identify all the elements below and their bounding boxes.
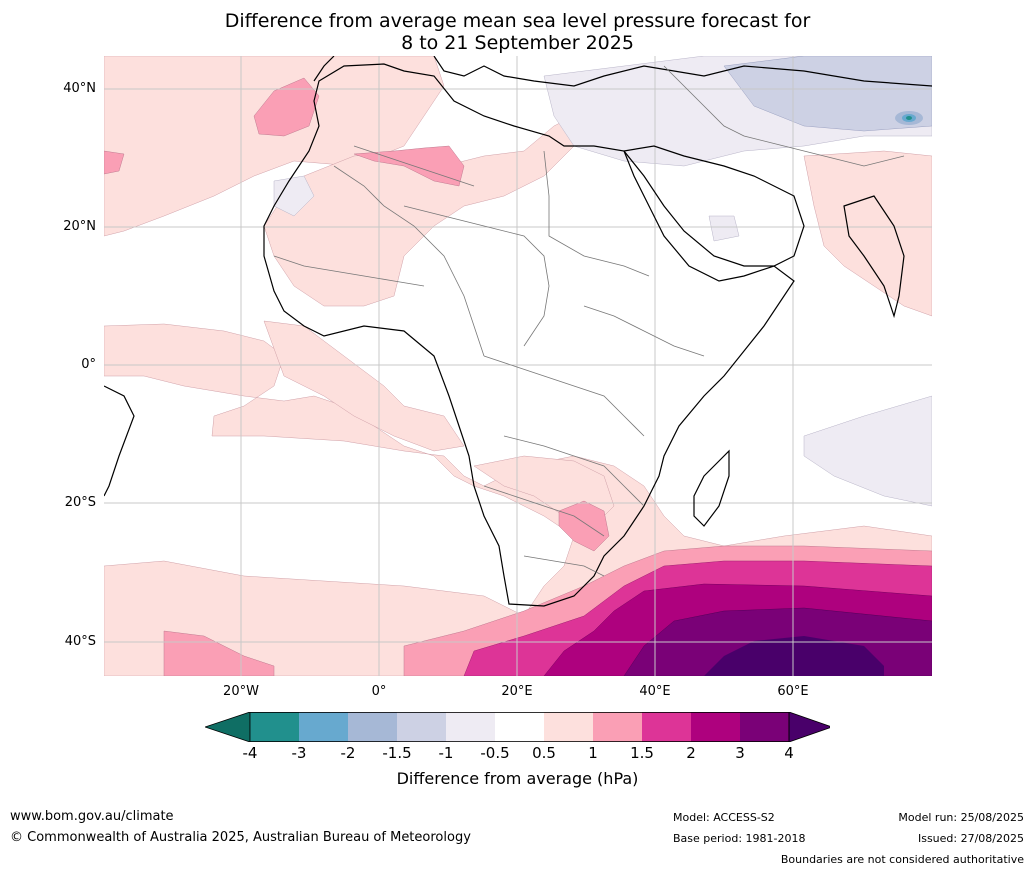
colorbar-segment xyxy=(642,712,691,742)
colorbar-segment xyxy=(348,712,397,742)
lon-label-40e: 40°E xyxy=(639,684,671,699)
footer-model: Model: ACCESS-S2 xyxy=(673,811,775,824)
graticule xyxy=(104,56,932,676)
colorbar xyxy=(203,711,834,746)
arabia-coastline xyxy=(622,145,805,267)
colorbar-segment xyxy=(397,712,446,742)
lon-label-20w: 20°W xyxy=(223,684,259,699)
colorbar-label: Difference from average (hPa) xyxy=(396,769,639,788)
title-line-2: 8 to 21 September 2025 xyxy=(401,32,634,54)
colorbar-segment xyxy=(691,712,740,742)
colorbar-tick-label: -1 xyxy=(438,744,454,762)
lon-label-60e: 60°E xyxy=(777,684,809,699)
colorbar-svg xyxy=(203,711,834,743)
colorbar-tick-label: -3 xyxy=(291,744,307,762)
footer-model-run: Model run: 25/08/2025 xyxy=(898,811,1024,824)
colorbar-segment xyxy=(740,712,789,742)
colorbar-extend-high xyxy=(788,711,834,743)
colorbar-tick-label: -1.5 xyxy=(382,744,412,762)
lon-label-0: 0° xyxy=(371,684,387,699)
colorbar-tick-label: 4 xyxy=(784,744,794,762)
map-canvas xyxy=(103,55,933,677)
lat-label-0: 0° xyxy=(81,357,96,372)
europe-coastline xyxy=(313,55,933,87)
colorbar-tick-label: 1 xyxy=(588,744,598,762)
pressure-anomaly-map xyxy=(103,55,933,677)
anomaly-minus-1-5-to-minus-1 xyxy=(723,55,933,132)
colorbar-tick-label: 1.5 xyxy=(630,744,654,762)
colorbar-tick-label: -2 xyxy=(340,744,356,762)
footer-disclaimer: Boundaries are not considered authoritat… xyxy=(780,853,1024,866)
footer-base-period: Base period: 1981-2018 xyxy=(673,832,806,845)
footer-site-link[interactable]: www.bom.gov.au/climate xyxy=(10,809,174,824)
colorbar-segment xyxy=(250,712,299,742)
colorbar-tick-label: -4 xyxy=(242,744,258,762)
madagascar-coastline xyxy=(693,449,730,527)
colorbar-tick-label: -0.5 xyxy=(480,744,510,762)
colorbar-tick-label: 3 xyxy=(735,744,745,762)
lat-label-20n: 20°N xyxy=(63,219,96,234)
colorbar-tick-label: 2 xyxy=(686,744,696,762)
colorbar-segment xyxy=(446,712,495,742)
footer-copyright: © Commonwealth of Australia 2025, Austra… xyxy=(10,830,471,845)
lat-label-40s: 40°S xyxy=(64,634,96,649)
country-borders xyxy=(273,65,905,577)
title-line-1: Difference from average mean sea level p… xyxy=(224,10,811,32)
map-title: Difference from average mean sea level p… xyxy=(0,10,1035,54)
lat-label-40n: 40°N xyxy=(63,81,96,96)
lon-label-20e: 20°E xyxy=(501,684,533,699)
footer-issued: Issued: 27/08/2025 xyxy=(917,832,1024,845)
colorbar-segment xyxy=(299,712,348,742)
colorbar-segment xyxy=(544,712,593,742)
colorbar-tick-label: 0.5 xyxy=(532,744,556,762)
colorbar-outline xyxy=(249,712,790,742)
india-coastline xyxy=(843,195,905,319)
africa-coastline xyxy=(263,63,795,607)
colorbar-extend-low xyxy=(203,711,251,743)
anomaly-above-4 xyxy=(704,636,884,676)
colorbar-segment xyxy=(593,712,642,742)
south-america-coastline xyxy=(103,385,135,497)
coastlines xyxy=(103,55,933,607)
anomaly-negative-peak xyxy=(895,111,923,125)
colorbar-segment xyxy=(495,712,544,742)
lat-label-20s: 20°S xyxy=(64,495,96,510)
